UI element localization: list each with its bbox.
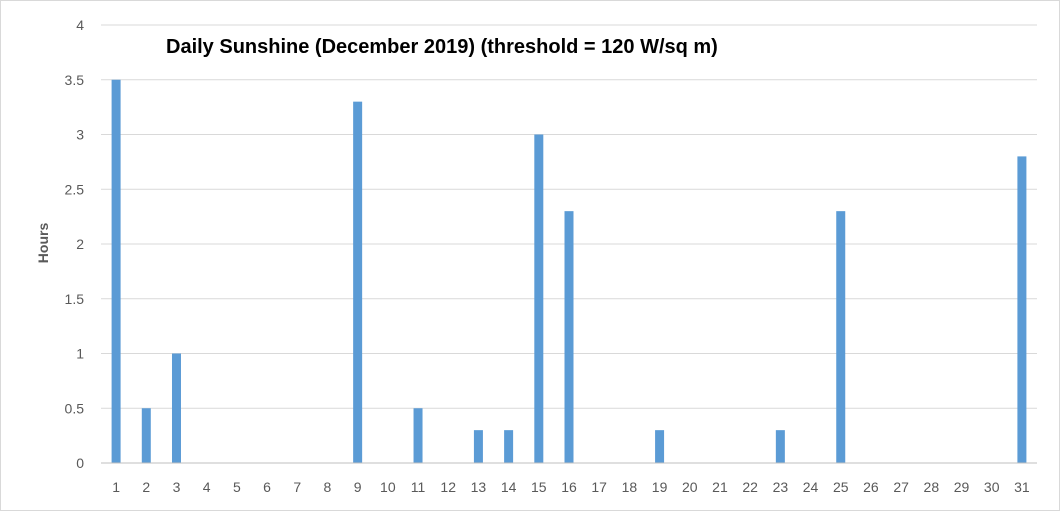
x-tick-label: 23 [773,479,789,495]
x-tick-label: 22 [742,479,758,495]
x-tick-label: 10 [380,479,396,495]
y-axis-label: Hours [35,223,51,264]
bar-day-25 [836,211,845,463]
bar-day-2 [142,408,151,463]
x-tick-label: 26 [863,479,879,495]
x-tick-label: 21 [712,479,728,495]
y-tick-label: 1 [76,346,84,362]
x-tick-label: 8 [324,479,332,495]
x-tick-label: 9 [354,479,362,495]
bar-day-1 [112,80,121,463]
y-tick-label: 1.5 [65,291,85,307]
x-tick-label: 24 [803,479,819,495]
x-tick-label: 5 [233,479,241,495]
x-tick-label: 2 [142,479,150,495]
bar-day-11 [414,408,423,463]
x-tick-label: 17 [591,479,607,495]
axes: 00.511.522.533.541 2 3 4 5 6 7 8 9 10 11 12 13 14 15 16… [65,17,1037,495]
x-tick-label: 3 [173,479,181,495]
chart-title: Daily Sunshine (December 2019) (threshol… [166,36,718,58]
bar-day-23 [776,430,785,463]
y-tick-label: 3.5 [65,72,85,88]
x-tick-label: 28 [924,479,940,495]
y-tick-label: 4 [76,17,84,33]
bar-day-15 [534,135,543,464]
bar-day-31 [1017,156,1026,463]
x-tick-label: 13 [471,479,487,495]
x-tick-label: 11 [411,479,426,495]
x-tick-label: 12 [440,479,456,495]
x-tick-label: 16 [561,479,577,495]
x-tick-label: 27 [893,479,909,495]
y-tick-label: 0 [76,455,84,471]
bar-day-3 [172,354,181,464]
bar-day-19 [655,430,664,463]
x-tick-label: 6 [263,479,271,495]
x-tick-label: 20 [682,479,698,495]
x-tick-label: 31 [1014,479,1030,495]
x-tick-label: 18 [622,479,638,495]
x-tick-label: 29 [954,479,970,495]
y-tick-label: 2.5 [65,181,85,197]
x-tick-label: 1 [112,479,120,495]
x-tick-label: 4 [203,479,211,495]
x-tick-label: 15 [531,479,547,495]
x-tick-label: 25 [833,479,849,495]
bars [112,80,1027,463]
bar-day-14 [504,430,513,463]
x-tick-label: 19 [652,479,668,495]
bar-day-16 [565,211,574,463]
x-tick-label: 7 [293,479,301,495]
x-tick-label: 14 [501,479,517,495]
y-tick-label: 3 [76,127,84,143]
bar-day-9 [353,102,362,463]
x-tick-label: 30 [984,479,1000,495]
y-tick-label: 2 [76,236,84,252]
y-tick-label: 0.5 [65,400,85,416]
bar-day-13 [474,430,483,463]
